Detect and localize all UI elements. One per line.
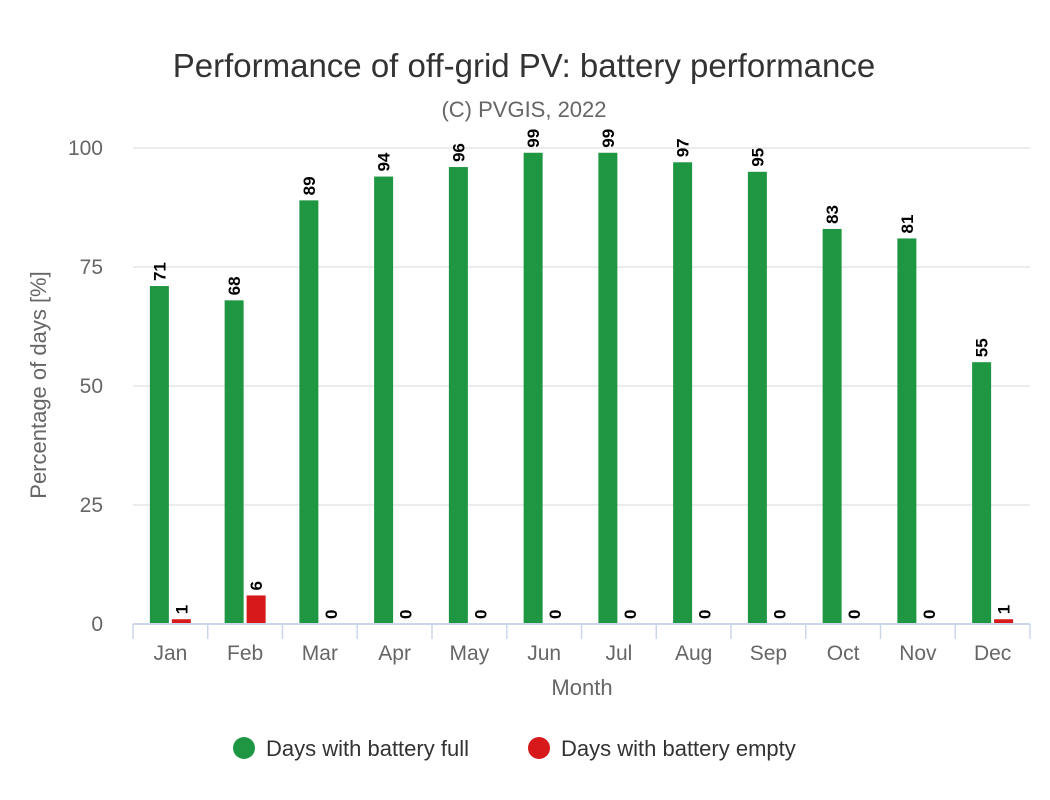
y-tick-label: 0 — [91, 613, 103, 636]
x-tick-label: Mar — [302, 642, 338, 665]
bar — [299, 200, 319, 625]
y-tick-label: 50 — [80, 375, 103, 398]
x-tick-label: Jul — [605, 642, 632, 665]
bar — [897, 238, 917, 624]
bar — [448, 167, 468, 625]
data-label: 1 — [172, 605, 191, 614]
x-tick-label: Aug — [675, 642, 712, 665]
data-label: 6 — [247, 581, 266, 590]
bar — [171, 619, 191, 624]
data-label: 83 — [823, 205, 842, 224]
bar — [747, 171, 767, 625]
bar — [972, 362, 992, 624]
y-axis-ticks: 0 25 50 75 100 — [68, 137, 103, 636]
data-label: 0 — [845, 610, 864, 619]
legend-marker — [528, 737, 550, 759]
data-label: 71 — [150, 262, 169, 281]
gridlines — [133, 147, 1030, 506]
y-axis-label: Percentage of days [%] — [26, 271, 51, 498]
bar — [994, 619, 1014, 624]
legend-marker — [233, 737, 255, 759]
data-label: 96 — [449, 143, 468, 162]
bars: 71 68 89 94 96 99 99 97 95 83 81 55 1 6 0 0 0 0 0 0 0 0 0 1 — [149, 129, 1014, 625]
x-tick-label: Jun — [527, 642, 561, 665]
legend-label: Days with battery full — [266, 736, 469, 761]
bar — [149, 286, 169, 624]
bar — [598, 152, 618, 624]
x-tick-label: Feb — [227, 642, 263, 665]
data-label: 0 — [471, 610, 490, 619]
bar — [246, 595, 266, 624]
chart-title: Performance of off-grid PV: battery perf… — [173, 47, 876, 84]
x-tick-label: Dec — [974, 642, 1011, 665]
data-label: 94 — [375, 152, 394, 171]
data-label: 0 — [621, 610, 640, 619]
x-axis: Jan Feb Mar Apr May Jun Jul Aug Sep Oct Nov Dec — [132, 623, 1031, 665]
y-tick-label: 25 — [80, 494, 103, 517]
x-tick-label: Jan — [153, 642, 187, 665]
x-axis-label: Month — [551, 675, 612, 700]
data-label: 81 — [898, 215, 917, 234]
bar — [822, 228, 842, 625]
chart-subtitle: (C) PVGIS, 2022 — [441, 97, 606, 122]
y-tick-label: 75 — [80, 256, 103, 279]
data-label: 0 — [920, 610, 939, 619]
bar — [523, 152, 543, 624]
data-label: 55 — [973, 338, 992, 357]
data-label: 0 — [546, 610, 565, 619]
legend: Days with battery full Days with battery … — [233, 736, 796, 761]
data-label: 68 — [225, 276, 244, 295]
x-tick-label: Apr — [378, 642, 411, 665]
data-label: 95 — [748, 148, 767, 167]
data-label: 89 — [300, 176, 319, 195]
data-label: 1 — [995, 605, 1014, 614]
y-tick-label: 100 — [68, 137, 103, 160]
data-label: 99 — [599, 129, 618, 148]
bar — [374, 176, 394, 624]
data-label: 0 — [397, 610, 416, 619]
bar — [224, 300, 244, 624]
x-tick-label: Oct — [827, 642, 860, 665]
legend-item[interactable]: Days with battery empty — [528, 736, 796, 761]
data-label: 0 — [770, 610, 789, 619]
legend-label: Days with battery empty — [561, 736, 796, 761]
legend-item[interactable]: Days with battery full — [233, 736, 469, 761]
data-label: 99 — [524, 129, 543, 148]
data-label: 0 — [322, 610, 341, 619]
data-label: 97 — [674, 138, 693, 157]
bar — [673, 162, 693, 624]
x-tick-label: May — [450, 642, 490, 665]
data-label: 0 — [696, 610, 715, 619]
x-tick-label: Nov — [899, 642, 937, 665]
x-tick-label: Sep — [750, 642, 787, 665]
